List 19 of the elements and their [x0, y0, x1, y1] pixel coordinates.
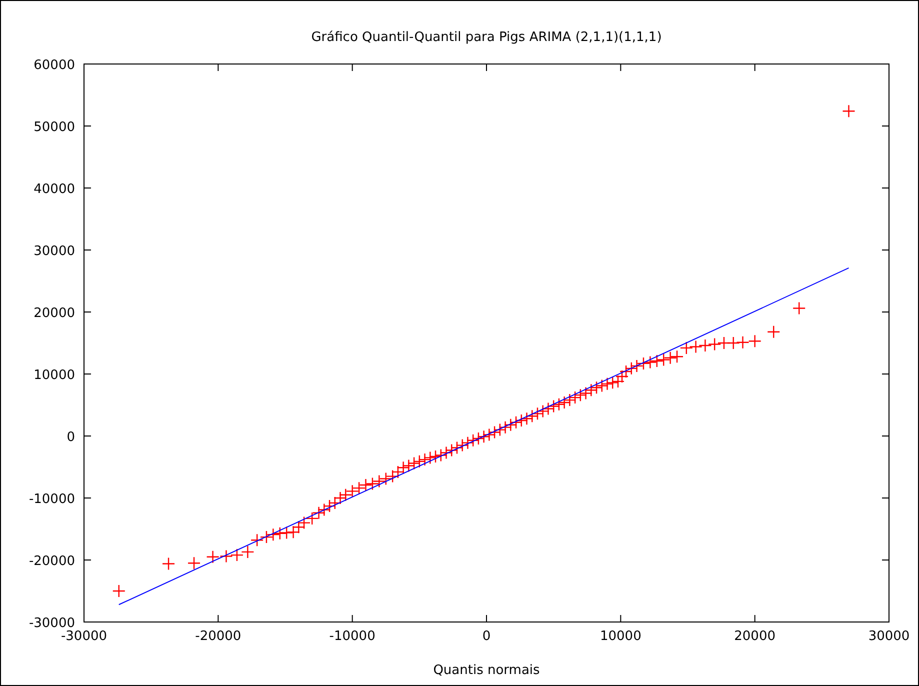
x-tick-label: -20000 — [195, 629, 242, 644]
x-tick-label: -30000 — [60, 629, 108, 644]
y-tick-label: 10000 — [34, 368, 75, 383]
x-axis-title: Quantis normais — [433, 663, 540, 678]
x-tick-label: 30000 — [868, 629, 910, 644]
y-tick-label: 40000 — [34, 182, 75, 197]
y-tick-label: 30000 — [34, 244, 75, 259]
y-tick-label: 20000 — [34, 306, 75, 321]
y-tick-label: 0 — [66, 430, 75, 445]
x-tick-label: 20000 — [734, 629, 776, 644]
y-tick-label: -10000 — [28, 492, 75, 507]
x-tick-label: -10000 — [329, 629, 376, 644]
x-tick-label: 0 — [482, 629, 491, 644]
chart-title: Gráfico Quantil-Quantil para Pigs ARIMA (2,1,1)(1,1,1) — [311, 30, 662, 45]
y-tick-label: 50000 — [34, 120, 75, 135]
x-tick-label: 10000 — [600, 629, 642, 644]
y-tick-label: -20000 — [28, 554, 75, 569]
y-tick-label: 60000 — [34, 58, 75, 73]
y-tick-label: -30000 — [28, 616, 75, 631]
